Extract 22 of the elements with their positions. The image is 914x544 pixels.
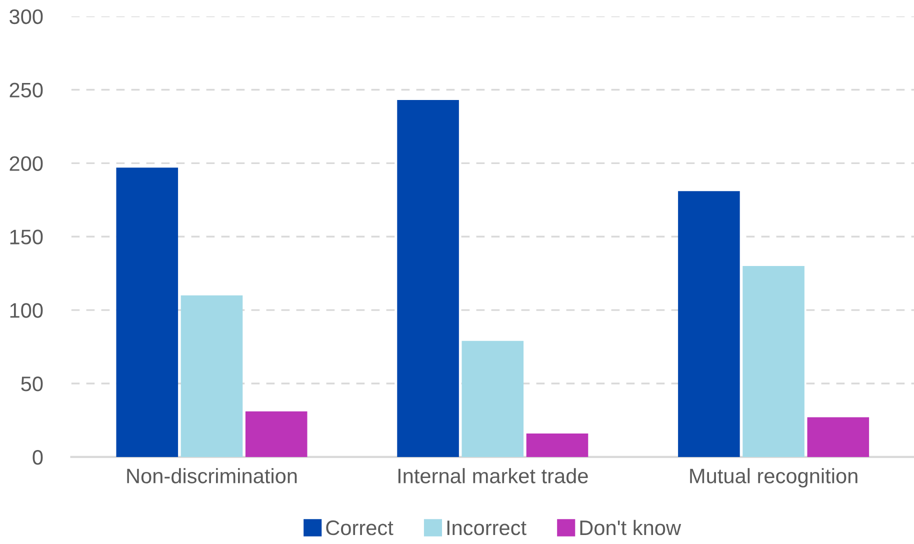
bar xyxy=(397,100,459,457)
y-tick-label: 0 xyxy=(32,450,43,465)
bar xyxy=(742,266,804,457)
y-tick-label: 300 xyxy=(10,9,43,24)
legend-label: Correct xyxy=(326,520,394,536)
x-tick-label: Non-discrimination xyxy=(127,468,297,484)
bar xyxy=(245,411,308,457)
y-tick-label: 50 xyxy=(21,376,43,392)
y-tick-label: 100 xyxy=(10,303,43,318)
legend-label: Don't know xyxy=(580,520,682,536)
y-tick-label: 200 xyxy=(10,156,43,171)
y-tick-label: 150 xyxy=(10,230,43,244)
bar xyxy=(526,433,588,457)
legend-label: Incorrect xyxy=(447,520,526,536)
bar xyxy=(678,191,740,457)
y-tick-label: 250 xyxy=(10,82,43,98)
bar xyxy=(116,168,178,457)
x-tick-label: Mutual recognition xyxy=(690,468,858,488)
bar xyxy=(462,340,524,457)
x-tick-label: Internal market trade xyxy=(398,468,588,484)
bar xyxy=(807,417,870,457)
bar xyxy=(180,295,243,457)
